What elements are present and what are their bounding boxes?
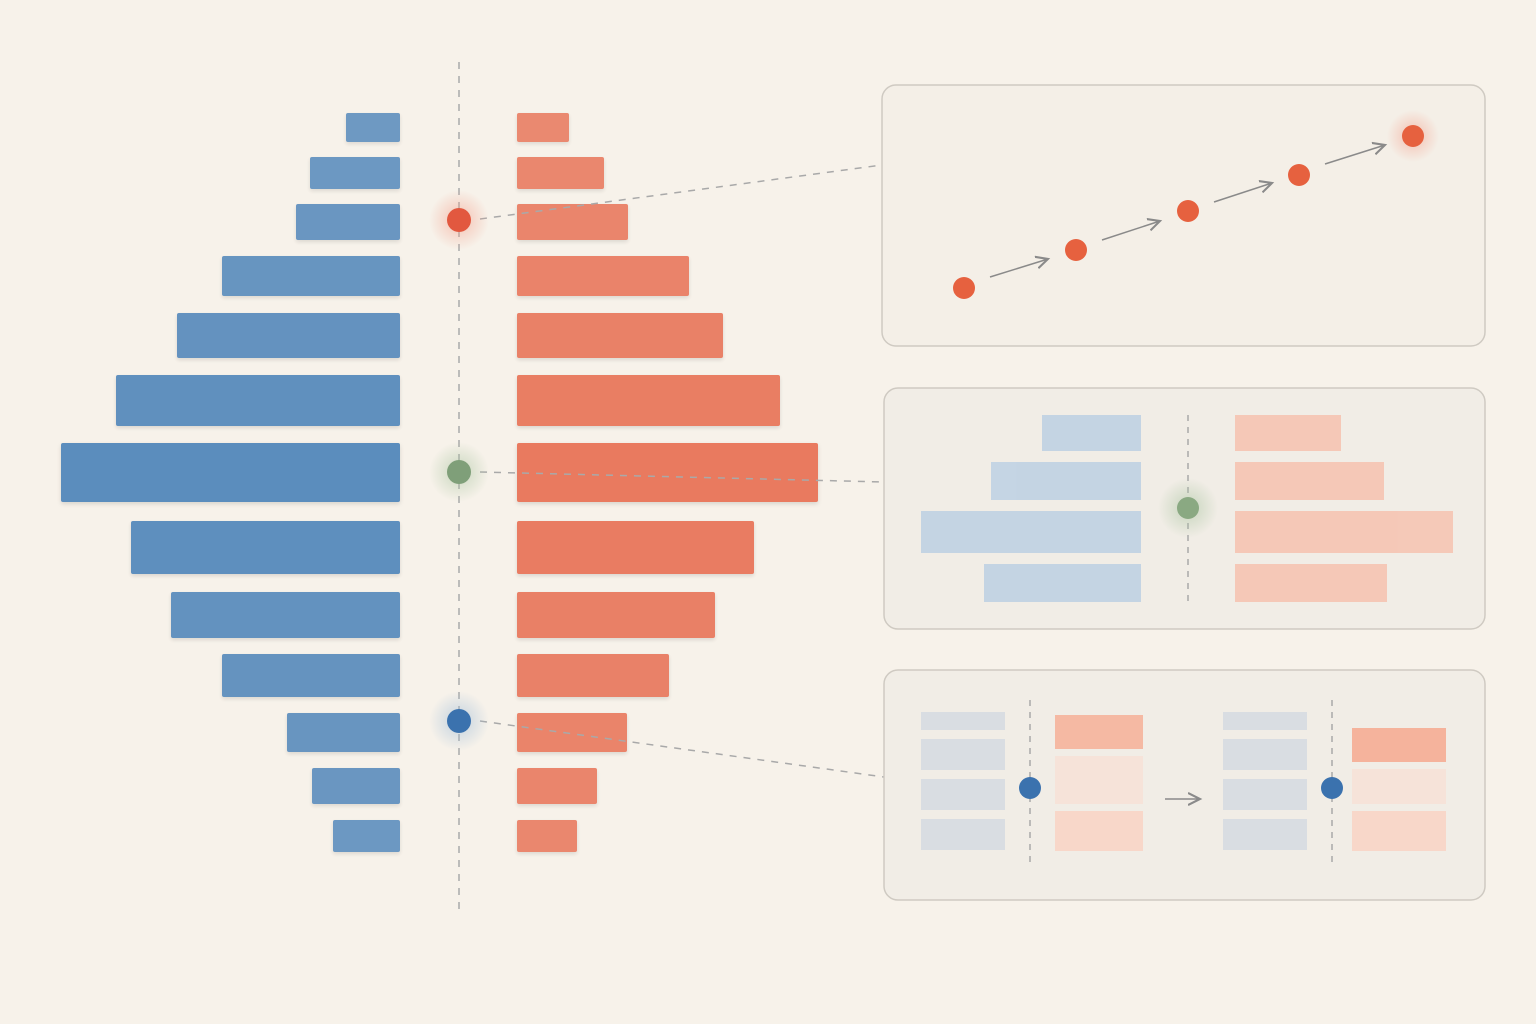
mini-bar: [921, 819, 1005, 850]
bar: [517, 654, 669, 697]
point: [1288, 164, 1310, 186]
bar: [333, 820, 400, 852]
point: [1402, 125, 1424, 147]
bar: [171, 592, 400, 638]
point: [953, 277, 975, 299]
bar: [517, 375, 780, 426]
bar: [517, 157, 604, 189]
bar: [222, 256, 400, 296]
arrow: [989, 259, 1048, 278]
bar: [517, 768, 597, 804]
mini-bar: [1235, 564, 1387, 602]
mini-bar: [1042, 415, 1141, 451]
marker-blue: [1321, 777, 1343, 799]
bar: [222, 654, 400, 697]
mini-bar: [1223, 739, 1307, 770]
marker-red: [447, 208, 471, 232]
bar: [61, 443, 400, 502]
bar: [517, 204, 628, 240]
bar: [296, 204, 400, 240]
mini-bar: [991, 462, 1141, 500]
bar: [116, 375, 400, 426]
markers: [429, 190, 489, 751]
bar: [517, 313, 723, 358]
mini-bar: [984, 564, 1141, 602]
mini-bar: [1235, 415, 1341, 451]
point: [1065, 239, 1087, 261]
arrow: [1324, 145, 1385, 165]
mini-bar: [1055, 756, 1143, 804]
bar: [517, 443, 818, 502]
mini-bar: [1223, 779, 1307, 810]
connector: [479, 471, 885, 483]
connector: [479, 720, 885, 778]
bar: [517, 113, 569, 142]
bar: [346, 113, 400, 142]
mini-bar: [1235, 462, 1384, 500]
mini-bar: [1352, 728, 1446, 762]
bar: [310, 157, 400, 189]
marker-blue: [1019, 777, 1041, 799]
bar: [517, 713, 627, 752]
mini-bar: [1352, 769, 1446, 804]
mini-bar: [1352, 811, 1446, 851]
connector: [479, 164, 883, 220]
bar: [177, 313, 400, 358]
bar: [131, 521, 400, 574]
arrow: [1213, 183, 1272, 203]
panel-trend: [881, 84, 1486, 347]
bar: [287, 713, 400, 752]
arrow: [1101, 221, 1160, 241]
mini-bar: [1055, 715, 1143, 749]
point: [1177, 200, 1199, 222]
mini-bar: [1223, 819, 1307, 850]
mini-bar: [1235, 511, 1453, 553]
mini-bar: [921, 739, 1005, 770]
panel: [883, 669, 1486, 901]
marker-blue: [447, 709, 471, 733]
bar: [517, 592, 715, 638]
marker-green: [1177, 497, 1199, 519]
panel-shift: [883, 669, 1486, 901]
bar: [517, 521, 754, 574]
mini-bar: [921, 511, 1141, 553]
mini-bar: [921, 779, 1005, 810]
bar: [312, 768, 400, 804]
marker-green: [447, 460, 471, 484]
mini-bar: [921, 712, 1005, 730]
bar: [517, 820, 577, 852]
bar: [517, 256, 689, 296]
bars: [61, 113, 818, 852]
mini-bar: [1223, 712, 1307, 730]
panel-zoom: [883, 387, 1486, 630]
mini-bar: [1055, 811, 1143, 851]
connectors: [479, 164, 885, 778]
